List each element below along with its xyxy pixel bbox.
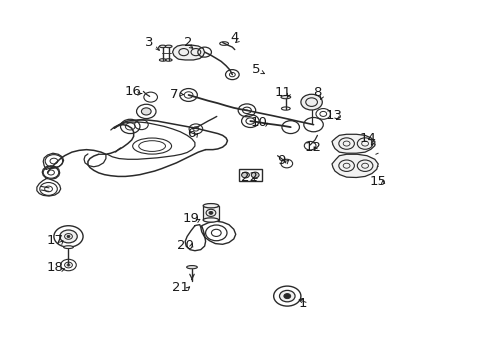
Text: 10: 10: [250, 116, 267, 129]
Polygon shape: [331, 154, 377, 177]
Text: 11: 11: [274, 86, 291, 99]
Text: 15: 15: [369, 175, 386, 188]
Circle shape: [60, 230, 77, 243]
Text: 17: 17: [46, 234, 63, 247]
Text: 8: 8: [313, 86, 321, 99]
Circle shape: [141, 108, 151, 115]
Text: 20: 20: [176, 239, 193, 252]
Text: 14: 14: [359, 132, 376, 145]
Text: 18: 18: [46, 261, 63, 274]
Text: 4: 4: [230, 31, 239, 44]
Text: 22: 22: [241, 171, 257, 184]
Ellipse shape: [63, 246, 73, 249]
Circle shape: [284, 294, 290, 298]
Ellipse shape: [186, 266, 197, 269]
Ellipse shape: [165, 45, 172, 48]
Circle shape: [67, 235, 70, 238]
Text: 6: 6: [186, 127, 195, 140]
Bar: [203, 206, 218, 220]
Circle shape: [300, 94, 322, 110]
Text: 12: 12: [304, 141, 321, 154]
Text: 7: 7: [169, 88, 178, 101]
Text: 9: 9: [276, 154, 285, 167]
Text: 5: 5: [252, 63, 261, 76]
Ellipse shape: [159, 45, 166, 48]
Circle shape: [279, 291, 294, 302]
Circle shape: [241, 172, 249, 178]
Polygon shape: [172, 45, 204, 60]
Text: 2: 2: [184, 36, 192, 49]
Ellipse shape: [203, 218, 218, 222]
Polygon shape: [331, 134, 374, 153]
Ellipse shape: [281, 95, 290, 99]
Text: 21: 21: [171, 281, 188, 294]
Text: 3: 3: [145, 36, 154, 49]
Text: 13: 13: [325, 109, 342, 122]
Text: 16: 16: [124, 85, 141, 98]
Bar: [238, 169, 262, 181]
Text: 1: 1: [298, 297, 306, 310]
Ellipse shape: [203, 203, 218, 208]
Circle shape: [208, 211, 212, 214]
Circle shape: [251, 172, 259, 178]
Text: 19: 19: [182, 212, 199, 225]
